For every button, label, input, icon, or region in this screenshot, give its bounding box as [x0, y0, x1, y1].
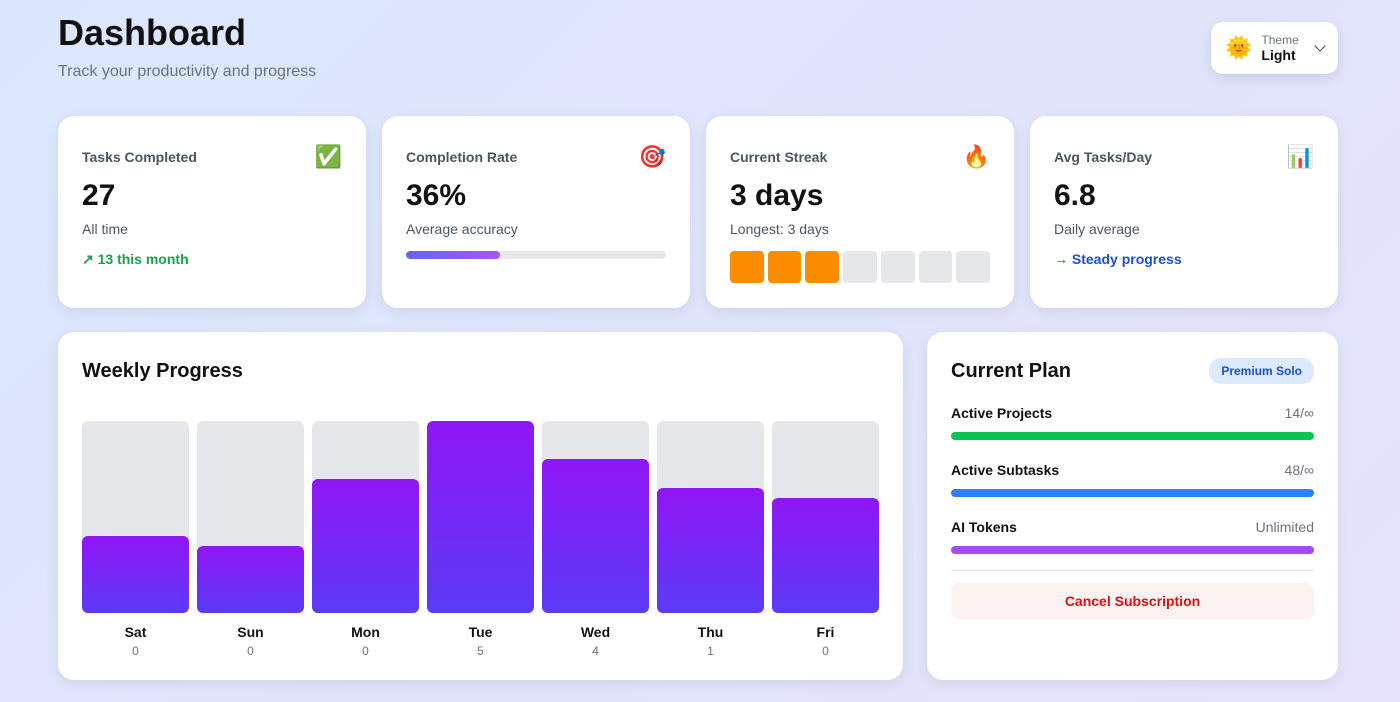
plan-title: Current Plan: [951, 360, 1072, 382]
bar-track: [772, 421, 879, 613]
streak-day: [880, 251, 915, 283]
plan-item: Active Subtasks 48/∞: [951, 462, 1314, 478]
sun-icon: 🌞: [1225, 35, 1253, 60]
page-title: Dashboard: [58, 12, 247, 53]
weekly-progress-card: Weekly Progress Sat 0 Sun 0 Mon 0 Tue 5 …: [58, 332, 903, 680]
streak-indicator: [730, 251, 991, 283]
stat-label: Tasks Completed: [82, 149, 197, 165]
streak-day: [767, 251, 802, 283]
day-column: Mon 0: [312, 421, 419, 658]
stat-caption: Average accuracy: [406, 221, 518, 237]
day-label: Sat: [124, 624, 147, 640]
stat-value: 27: [82, 179, 116, 212]
stat-card-avg-tasks-day: Avg Tasks/Day 📊 6.8 Daily average → Stead…: [1030, 116, 1338, 308]
divider: [951, 570, 1314, 571]
day-label: Sun: [237, 624, 264, 640]
stat-value: 6.8: [1054, 179, 1096, 212]
stat-trend: ↗ 13 this month: [82, 251, 189, 267]
bar-sun: [197, 545, 304, 613]
streak-day: [843, 251, 877, 283]
stat-card-tasks-completed: Tasks Completed ✅ 27 All time ↗ 13 this m…: [58, 116, 366, 308]
target-icon: 🎯: [638, 144, 666, 169]
theme-value: Light: [1261, 47, 1296, 63]
bar-track: [82, 421, 189, 613]
streak-day: [730, 251, 764, 283]
plan-item-value: 48/∞: [1284, 462, 1314, 478]
stat-label: Completion Rate: [406, 149, 518, 165]
stat-caption: Longest: 3 days: [730, 221, 829, 237]
stat-card-completion-rate: Completion Rate 🎯 36% Average accuracy: [382, 116, 690, 308]
day-column: Fri 0: [772, 421, 879, 658]
chevron-down-icon: [1314, 39, 1326, 52]
stat-caption: Daily average: [1054, 221, 1140, 237]
page-subtitle: Track your productivity and progress: [58, 63, 317, 80]
bar-track: [312, 421, 419, 613]
stat-label: Avg Tasks/Day: [1054, 149, 1153, 165]
bar-track: [427, 421, 534, 613]
weekly-chart: Sat 0 Sun 0 Mon 0 Tue 5 Wed 4 Thu 1 Fri …: [82, 421, 879, 658]
day-count: 5: [477, 644, 484, 658]
streak-day: [918, 251, 953, 283]
day-column: Sun 0: [197, 421, 304, 658]
day-label: Wed: [580, 624, 611, 640]
bar-track: [542, 421, 649, 613]
weekly-title: Weekly Progress: [82, 360, 243, 382]
bar-wed: [542, 459, 649, 613]
plan-item-label: AI Tokens: [951, 519, 1017, 535]
plan-usage-bar: [951, 489, 1314, 497]
day-count: 0: [822, 644, 829, 658]
plan-item: AI Tokens Unlimited: [951, 519, 1314, 535]
stat-trend: → Steady progress: [1054, 251, 1182, 267]
streak-day: [956, 251, 991, 283]
plan-usage-bar: [951, 546, 1314, 554]
plan-item-label: Active Subtasks: [951, 462, 1060, 478]
stat-caption: All time: [82, 221, 128, 237]
day-count: 0: [362, 644, 369, 658]
cancel-subscription-button[interactable]: Cancel Subscription: [951, 583, 1314, 619]
plan-item-label: Active Projects: [951, 405, 1053, 421]
stat-value: 36%: [406, 179, 467, 212]
bar-track: [197, 421, 304, 613]
day-column: Sat 0: [82, 421, 189, 658]
plan-item: Active Projects 14/∞: [951, 405, 1314, 421]
plan-usage-bar: [951, 432, 1314, 440]
bar-tue: [427, 421, 534, 613]
bar-mon: [312, 478, 419, 613]
bar-thu: [657, 488, 764, 613]
stat-card-current-streak: Current Streak 🔥 3 days Longest: 3 days: [706, 116, 1014, 308]
day-label: Thu: [697, 624, 724, 640]
day-count: 0: [247, 644, 254, 658]
day-column: Tue 5: [427, 421, 534, 658]
stat-label: Current Streak: [730, 149, 828, 165]
stat-value: 3 days: [730, 179, 824, 212]
day-label: Mon: [351, 624, 380, 640]
fire-icon: 🔥: [962, 144, 990, 169]
bar-track: [657, 421, 764, 613]
day-column: Thu 1: [657, 421, 764, 658]
plan-badge: Premium Solo: [1209, 358, 1314, 384]
theme-label: Theme: [1261, 33, 1299, 47]
bar-sat: [82, 536, 189, 613]
theme-selector[interactable]: 🌞 Theme Light: [1211, 22, 1338, 74]
day-label: Tue: [468, 624, 493, 640]
day-count: 0: [132, 644, 139, 658]
day-column: Wed 4: [542, 421, 649, 658]
bar-fri: [772, 497, 879, 613]
plan-item-value: Unlimited: [1255, 519, 1314, 535]
day-label: Fri: [816, 624, 835, 640]
bar-chart-icon: 📊: [1286, 144, 1314, 169]
day-count: 1: [707, 644, 714, 658]
check-mark-icon: ✅: [314, 144, 342, 169]
plan-item-value: 14/∞: [1284, 405, 1314, 421]
completion-progress-bar: [406, 251, 666, 259]
day-count: 4: [592, 644, 599, 658]
current-plan-card: Current Plan Premium Solo Active Project…: [927, 332, 1338, 680]
streak-day: [805, 251, 840, 283]
